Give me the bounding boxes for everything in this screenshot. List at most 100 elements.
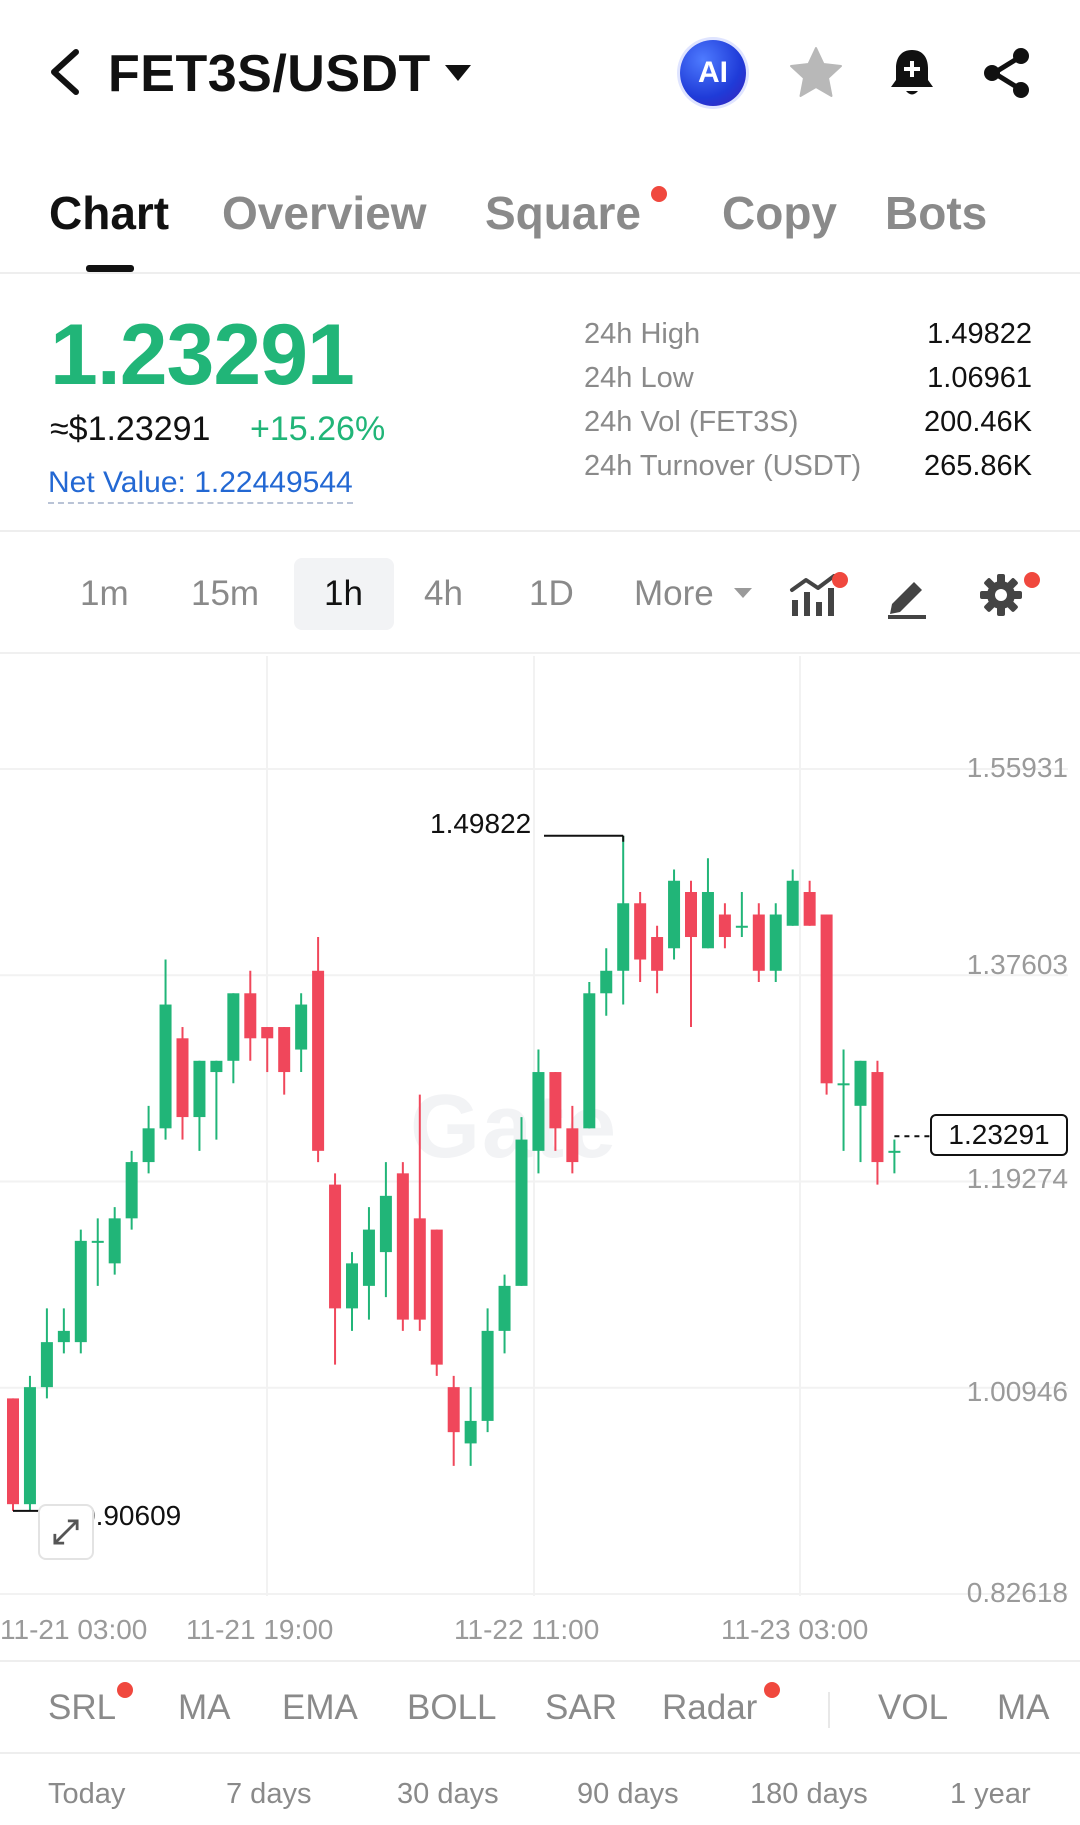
notification-dot: [764, 1682, 780, 1698]
chevron-left-icon[interactable]: [44, 46, 88, 98]
candle-down: [430, 1229, 443, 1365]
candle-down: [278, 1027, 291, 1073]
stat-label: 24h Turnover (USDT): [584, 450, 862, 482]
indicator-vol[interactable]: VOL: [878, 1688, 949, 1727]
indicator-sar[interactable]: SAR: [545, 1688, 617, 1727]
current-price-tag: 1.23291: [930, 1114, 1068, 1156]
stat-value: 200.46K: [923, 406, 1032, 438]
candle-up: [837, 1083, 850, 1086]
candle-up: [159, 1004, 172, 1129]
candle-up: [888, 1150, 901, 1153]
candle-up: [193, 1060, 206, 1118]
candle-up: [481, 1330, 494, 1421]
x-axis-tick: 11-22 11:00: [454, 1614, 600, 1645]
share-icon[interactable]: [978, 44, 1036, 102]
chart-canvas[interactable]: [0, 656, 1080, 1656]
candle-down: [685, 892, 697, 938]
candle-up: [40, 1342, 53, 1388]
period-180-days[interactable]: 180 days: [750, 1778, 868, 1810]
gear-icon[interactable]: [976, 570, 1026, 620]
candle-up: [227, 993, 240, 1061]
indicator-radar[interactable]: Radar: [662, 1688, 758, 1727]
divider: [828, 1692, 830, 1728]
tab-chart[interactable]: Chart: [49, 187, 170, 239]
price-summary: 1.23291 ≈$1.23291 +15.26% Net Value: 1.2…: [0, 276, 1080, 532]
tab-copy[interactable]: Copy: [722, 187, 837, 239]
notification-dot: [1024, 572, 1040, 588]
candle-up: [769, 914, 782, 971]
candle-down: [752, 914, 765, 971]
tab-overview[interactable]: Overview: [222, 187, 427, 239]
y-axis-tick: 0.82618: [966, 1577, 1068, 1608]
y-axis-tick: 1.37603: [966, 949, 1068, 980]
period-30-days[interactable]: 30 days: [397, 1778, 499, 1810]
candle-up: [600, 970, 613, 994]
period-7-days[interactable]: 7 days: [226, 1778, 312, 1810]
y-axis-tick: 1.00946: [966, 1376, 1068, 1407]
tab-bots[interactable]: Bots: [885, 187, 988, 239]
indicator-selector: SRL MA EMA BOLL SAR Radar VOL MA: [0, 1660, 1080, 1754]
ai-assistant-button[interactable]: AI: [680, 40, 746, 106]
interval-15m[interactable]: 15m: [191, 574, 260, 613]
period-90-days[interactable]: 90 days: [577, 1778, 679, 1810]
candlestick-chart[interactable]: Gate 1.55931 1.37603 1.19274 1.00946 0.8…: [0, 656, 1080, 1656]
notification-dot: [117, 1682, 133, 1698]
tab-square[interactable]: Square: [485, 187, 641, 239]
notification-dot: [832, 572, 848, 588]
indicator-ma-sub[interactable]: MA: [997, 1688, 1050, 1727]
pair-title[interactable]: FET3S/USDT: [108, 45, 431, 103]
candle-up: [295, 1004, 308, 1050]
usd-price: ≈$1.23291: [50, 410, 211, 448]
candle-down: [634, 903, 647, 960]
candle-down: [447, 1387, 460, 1433]
caret-down-icon[interactable]: [443, 62, 473, 84]
candle-up: [668, 880, 681, 949]
last-price: 1.23291: [50, 307, 355, 403]
indicator-boll[interactable]: BOLL: [407, 1688, 497, 1727]
indicator-chart-icon[interactable]: [788, 570, 838, 620]
y-axis-tick: 1.55931: [966, 752, 1068, 783]
stat-value: 1.06961: [927, 362, 1032, 394]
stat-label: 24h High: [584, 318, 701, 350]
indicator-ema[interactable]: EMA: [282, 1688, 358, 1727]
candle-down: [7, 1398, 19, 1505]
stat-value: 1.49822: [927, 318, 1032, 350]
candle-down: [413, 1218, 426, 1320]
candle-up: [515, 1139, 528, 1286]
interval-1h[interactable]: 1h: [324, 574, 363, 613]
star-icon[interactable]: [787, 44, 845, 102]
interval-1m[interactable]: 1m: [80, 574, 129, 613]
candle-up: [142, 1128, 155, 1163]
candle-up: [786, 880, 799, 926]
period-today[interactable]: Today: [48, 1778, 126, 1810]
candle-up: [379, 1195, 392, 1253]
top-bar: FET3S/USDT AI: [0, 0, 1080, 145]
interval-more[interactable]: More: [634, 574, 714, 613]
indicator-ma[interactable]: MA: [178, 1688, 231, 1727]
tab-active-indicator: [86, 265, 134, 272]
interval-selector: 1m 15m 1h 4h 1D More: [0, 534, 1080, 654]
candle-down: [312, 970, 325, 1151]
candle-up: [210, 1060, 223, 1073]
pencil-draw-icon[interactable]: [882, 570, 932, 620]
candle-down: [871, 1072, 884, 1163]
price-change-percent: +15.26%: [250, 410, 386, 448]
stat-label: 24h Low: [584, 362, 694, 394]
candle-down: [396, 1173, 409, 1320]
candle-up: [498, 1285, 511, 1331]
interval-1d[interactable]: 1D: [529, 574, 574, 613]
expand-icon[interactable]: [38, 1504, 94, 1560]
stat-label: 24h Vol (FET3S): [584, 406, 799, 438]
period-1-year[interactable]: 1 year: [950, 1778, 1031, 1810]
interval-4h[interactable]: 4h: [424, 574, 463, 613]
bell-plus-icon[interactable]: [883, 44, 941, 102]
candle-up: [583, 993, 596, 1129]
candle-down: [566, 1128, 579, 1163]
candle-down: [261, 1027, 274, 1039]
x-axis-tick: 11-21 03:00: [0, 1614, 148, 1645]
net-value-link[interactable]: Net Value: 1.22449544: [48, 466, 353, 504]
indicator-srl[interactable]: SRL: [48, 1688, 117, 1727]
candle-up: [701, 892, 714, 949]
candle-up: [108, 1218, 121, 1264]
candle-up: [362, 1229, 375, 1286]
